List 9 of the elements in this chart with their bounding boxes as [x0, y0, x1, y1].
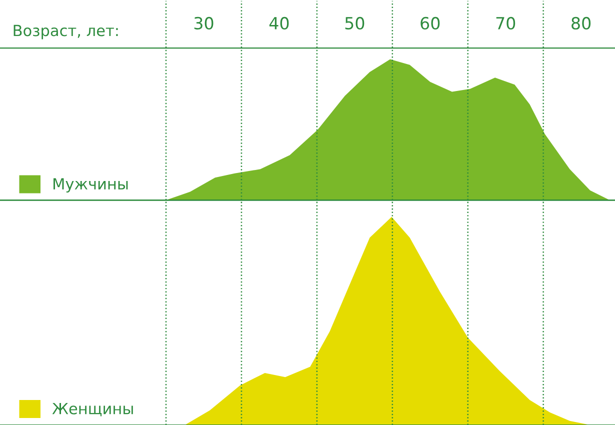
- x-tick-label: 80: [572, 16, 591, 30]
- x-axis-title: Возраст, лет:: [14, 24, 118, 40]
- legend-label: Женщины: [52, 403, 133, 416]
- x-tick-label: 70: [496, 16, 516, 30]
- x-tick-label: 60: [420, 16, 440, 30]
- x-tick-label: 50: [345, 16, 364, 30]
- x-tick-label: 40: [269, 16, 289, 30]
- legend-label: Мужчины: [54, 178, 128, 193]
- x-tick-label: 30: [194, 16, 214, 30]
